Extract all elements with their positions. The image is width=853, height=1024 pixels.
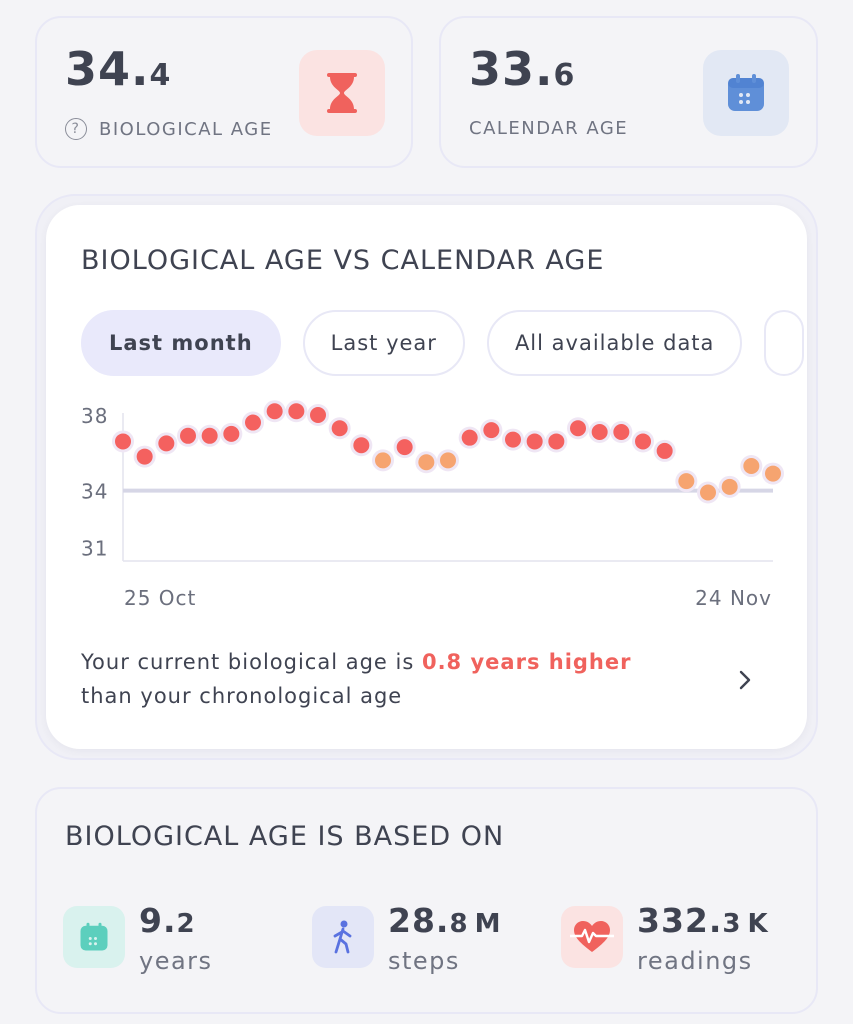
data-point-28 xyxy=(721,478,738,495)
data-point-11 xyxy=(353,437,370,454)
tab-last-year[interactable]: Last year xyxy=(302,310,465,376)
metric-years-value: 9.2 xyxy=(139,901,196,940)
chart-title: BIOLOGICAL AGE VS CALENDAR AGE xyxy=(81,245,605,276)
biological-age-label-row: ? BIOLOGICAL AGE xyxy=(65,118,273,140)
calendar-icon xyxy=(63,906,125,968)
calendar-icon xyxy=(703,50,789,136)
metric-years-label: years xyxy=(139,947,213,975)
biological-age-card[interactable]: 34.4 ? BIOLOGICAL AGE xyxy=(35,16,413,168)
walking-icon xyxy=(312,906,374,968)
tab-last-month[interactable]: Last month xyxy=(81,310,281,376)
summary-highlight: 0.8 years higher xyxy=(421,650,632,674)
data-point-17 xyxy=(483,422,500,439)
based-on-card: BIOLOGICAL AGE IS BASED ON 9.2 years 28.… xyxy=(35,787,818,1014)
data-point-29 xyxy=(743,458,760,475)
data-point-26 xyxy=(678,473,695,490)
data-point-20 xyxy=(548,433,565,450)
data-point-27 xyxy=(700,484,716,501)
metric-readings: 332.3 K readings xyxy=(561,901,769,978)
help-icon[interactable]: ? xyxy=(65,118,87,140)
summary-prefix: Your current biological age is xyxy=(81,650,422,674)
data-point-8 xyxy=(288,403,305,420)
calendar-age-label: CALENDAR AGE xyxy=(469,118,629,139)
data-point-7 xyxy=(266,403,283,420)
data-point-12 xyxy=(375,452,391,469)
metric-years: 9.2 years xyxy=(63,901,213,978)
metric-readings-value: 332.3 K xyxy=(637,901,769,940)
age-chart: 38 34 31 25 Oct 24 Nov xyxy=(81,400,784,610)
metric-steps-value: 28.8 M xyxy=(388,901,502,940)
based-on-title: BIOLOGICAL AGE IS BASED ON xyxy=(65,821,505,852)
data-point-16 xyxy=(461,429,478,446)
chevron-right-icon[interactable] xyxy=(730,665,760,695)
calendar-age-value: 33.6 xyxy=(469,42,576,96)
data-point-24 xyxy=(635,433,651,450)
data-point-0 xyxy=(115,433,131,450)
tab-more[interactable] xyxy=(764,310,805,376)
data-point-25 xyxy=(656,442,673,459)
summary-suffix: than your chronological age xyxy=(81,684,403,708)
biological-age-value: 34.4 xyxy=(65,42,172,96)
data-point-3 xyxy=(180,427,196,444)
metric-steps-label: steps xyxy=(388,947,460,975)
data-point-5 xyxy=(223,425,240,442)
time-range-tabs: Last month Last year All available data xyxy=(81,310,805,376)
hourglass-icon xyxy=(299,50,385,136)
data-point-15 xyxy=(440,452,456,469)
metric-readings-label: readings xyxy=(637,947,753,975)
data-point-21 xyxy=(570,420,586,437)
data-point-14 xyxy=(418,454,435,471)
data-point-1 xyxy=(136,448,153,465)
data-point-18 xyxy=(505,431,521,448)
biological-age-label: BIOLOGICAL AGE xyxy=(99,118,273,140)
y-tick-label-2: 31 xyxy=(81,536,108,560)
data-point-23 xyxy=(613,424,630,441)
data-point-19 xyxy=(526,433,543,450)
age-summary: Your current biological age is 0.8 years… xyxy=(81,645,701,713)
data-point-9 xyxy=(310,407,326,423)
data-point-4 xyxy=(201,427,218,444)
x-tick-label-start: 25 Oct xyxy=(124,586,196,610)
age-comparison-card: BIOLOGICAL AGE VS CALENDAR AGE Last mont… xyxy=(46,205,807,749)
data-point-13 xyxy=(396,439,413,456)
data-point-2 xyxy=(158,435,175,452)
heart-rate-icon xyxy=(561,906,623,968)
data-point-10 xyxy=(331,420,348,437)
calendar-age-card[interactable]: 33.6 CALENDAR AGE xyxy=(439,16,818,168)
data-point-30 xyxy=(765,465,781,482)
x-tick-label-end: 24 Nov xyxy=(695,586,772,610)
tab-all-data[interactable]: All available data xyxy=(486,310,743,376)
y-tick-label-0: 38 xyxy=(81,404,108,428)
metric-steps: 28.8 M steps xyxy=(312,901,501,978)
y-tick-label-1: 34 xyxy=(81,480,108,504)
data-point-6 xyxy=(245,414,261,431)
data-point-22 xyxy=(591,424,608,441)
